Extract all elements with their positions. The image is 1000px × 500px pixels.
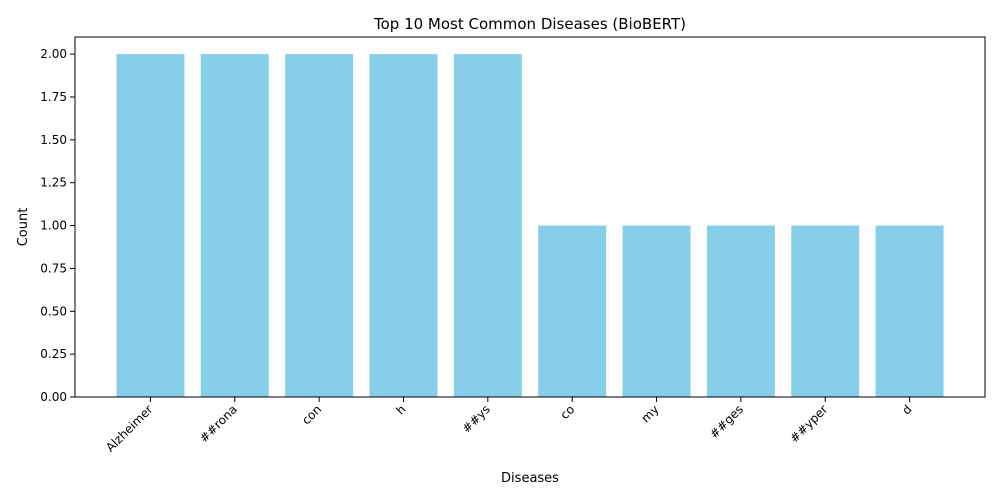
x-axis-label: Diseases [501,471,559,486]
x-axis-ticks: Alzheimer ##rona con h ##ys co my ##ges ##yper d [103,397,915,455]
x-tick-label: Alzheimer [103,402,155,454]
y-tick-label: 1.50 [40,133,67,147]
bar-8 [791,225,860,397]
bar-0 [116,54,185,398]
x-tick-label: ##ys [459,402,493,436]
x-tick-label: h [393,402,408,417]
bar-1 [200,54,269,398]
y-tick-label: 0.75 [40,261,67,275]
x-tick-label: d [899,402,914,417]
x-tick-label: co [558,402,578,422]
x-tick-label: my [638,402,661,425]
x-tick-label: ##ges [707,402,746,441]
bar-3 [369,54,438,398]
y-axis-ticks: 0.00 0.25 0.50 0.75 1.00 1.25 1.50 1.75 2.00 [40,47,75,404]
x-tick-label: con [299,402,324,427]
y-tick-label: 1.75 [40,90,67,104]
y-tick-label: 1.25 [40,176,67,190]
bar-2 [285,54,354,398]
chart-title: Top 10 Most Common Diseases (BioBERT) [373,15,686,33]
bars [116,54,944,398]
bar-9 [875,225,944,397]
y-tick-label: 0.25 [40,347,67,361]
x-tick-label: ##yper [787,402,830,445]
bar-6 [622,225,691,397]
bar-7 [706,225,775,397]
bar-4 [453,54,522,398]
y-tick-label: 0.50 [40,304,67,318]
y-axis-label: Count [16,208,31,247]
plot-frame [74,36,986,398]
bar-5 [538,225,607,397]
y-tick-label: 2.00 [40,47,67,61]
y-tick-label: 1.00 [40,219,67,233]
x-tick-label: ##rona [197,402,240,445]
y-tick-label: 0.00 [40,390,67,404]
